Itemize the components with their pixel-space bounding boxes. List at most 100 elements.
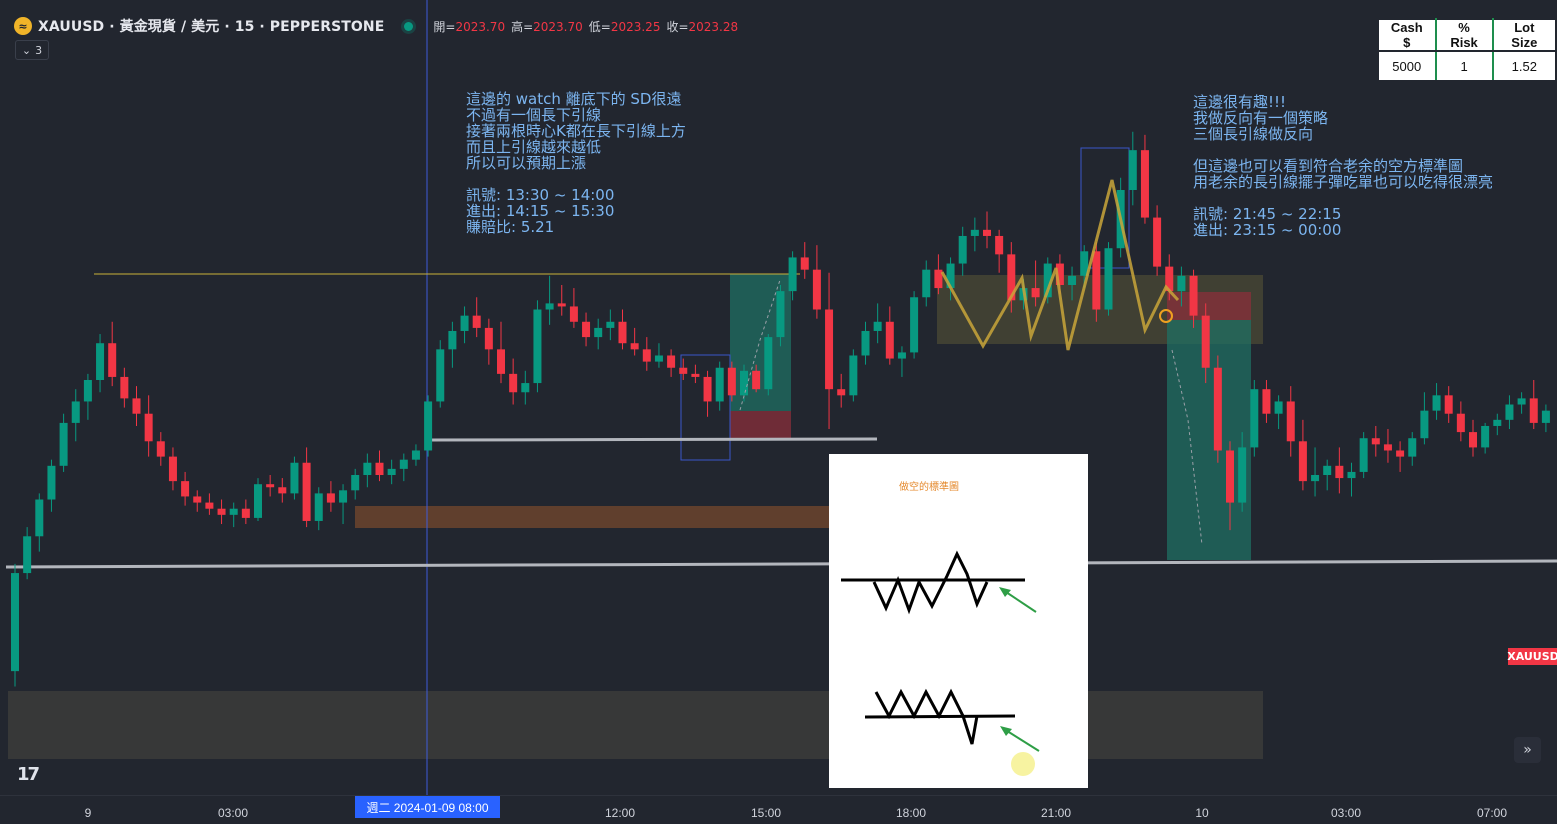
time-tick: 18:00: [895, 806, 927, 820]
time-tick: 12:00: [604, 806, 636, 820]
candle-up: [594, 327, 603, 338]
risk-header-row: Cash $ % Risk Lot Size: [1377, 18, 1557, 52]
candle-up: [1104, 248, 1113, 310]
candle-down: [108, 343, 117, 377]
candle-up: [71, 401, 80, 423]
ohlc-values: 開=2023.70 高=2023.70 低=2023.25 收=2023.28: [433, 18, 738, 35]
candle-up: [436, 349, 445, 402]
open-value: 2023.70: [455, 19, 506, 34]
candle-up: [363, 462, 372, 475]
candle-up: [606, 321, 615, 328]
candle-up: [1068, 275, 1077, 285]
symbol-header: ≈ XAUUSD · 黃金現貨 / 美元 · 15 · PEPPERSTONE …: [14, 16, 738, 36]
candle-down: [326, 493, 335, 503]
candle-up: [1541, 410, 1550, 423]
indicators-toggle[interactable]: ⌄ 3: [15, 40, 49, 60]
entry-marker: [1159, 309, 1173, 323]
candle-down: [132, 398, 141, 414]
candle-down: [752, 370, 761, 390]
candle-down: [1444, 395, 1453, 414]
candle-down: [120, 376, 129, 399]
candle-down: [703, 376, 712, 402]
indicator-count: 3: [35, 43, 43, 57]
risk-value-row: 5000 1 1.52: [1377, 50, 1557, 82]
candle-up: [411, 450, 420, 460]
market-status-icon: [404, 21, 414, 31]
candle-up: [1493, 419, 1502, 426]
candle-up: [1408, 438, 1417, 457]
candle-up: [1250, 389, 1259, 448]
candle-down: [812, 269, 821, 310]
candles-group: [11, 131, 1550, 687]
candle-down: [1529, 398, 1538, 423]
time-tick: 15:00: [750, 806, 782, 820]
candle-up: [873, 321, 882, 331]
candle-down: [934, 269, 943, 289]
scroll-to-realtime-button[interactable]: »: [1514, 737, 1541, 763]
candle-down: [156, 441, 165, 457]
annotation-left: 這邊的 watch 離底下的 SD很遠 不過有一個長下引線 接著兩根時心K都在長…: [466, 90, 686, 236]
candle-up: [448, 330, 457, 350]
high-value: 2023.70: [533, 19, 583, 34]
candle-down: [144, 413, 153, 442]
candle-down: [582, 321, 591, 338]
candle-down: [727, 367, 736, 396]
risk-value: 1: [1434, 50, 1494, 82]
candle-up: [35, 499, 44, 537]
pattern-drawing: [841, 550, 1040, 776]
candle-down: [825, 309, 834, 390]
candle-down: [569, 306, 578, 322]
candle-up: [1432, 395, 1441, 411]
candle-up: [1420, 410, 1429, 439]
candle-down: [630, 343, 639, 350]
candle-up: [740, 370, 748, 396]
candle-up: [351, 475, 360, 491]
candle-up: [254, 484, 262, 518]
short-pattern-title: 做空的標準圖: [899, 482, 959, 493]
candle-down: [375, 462, 384, 475]
candle-up: [1323, 465, 1332, 475]
candle-up: [861, 330, 870, 356]
candle-down: [1165, 266, 1174, 292]
annotation-right: 這邊很有趣!!! 我做反向有一個策略 三個長引線做反向 但這邊也可以看到符合老余…: [1193, 93, 1494, 239]
time-tick: 03:00: [217, 806, 249, 820]
candle-down: [181, 481, 190, 497]
support-line-mid: [426, 437, 878, 442]
candle-down: [472, 315, 481, 328]
candle-up: [96, 343, 105, 380]
candle-up: [424, 401, 433, 451]
candle-down: [302, 462, 311, 521]
candle-down: [1262, 389, 1271, 414]
candle-down: [618, 321, 627, 344]
candle-down: [1140, 150, 1149, 218]
candle-up: [1505, 404, 1514, 420]
candle-down: [1371, 438, 1380, 445]
candle-down: [497, 349, 505, 374]
candle-up: [910, 297, 919, 353]
candle-down: [995, 235, 1004, 255]
candle-down: [217, 508, 226, 515]
candle-up: [460, 315, 469, 331]
candle-down: [266, 484, 275, 488]
candle-down: [800, 257, 809, 270]
candle-up: [1311, 475, 1320, 482]
candle-up: [533, 309, 542, 384]
candle-up: [1080, 251, 1089, 276]
candle-down: [1383, 444, 1392, 451]
time-axis[interactable]: [0, 795, 1557, 824]
candle-up: [545, 303, 554, 310]
long-trade-path: [739, 279, 781, 411]
candle-down: [205, 502, 214, 509]
tradingview-logo-icon[interactable]: 17: [17, 764, 40, 785]
candle-down: [1335, 465, 1344, 479]
double-chevron-right-icon: »: [1523, 742, 1532, 758]
support-line-bottom: [5, 559, 1557, 569]
candle-up: [946, 263, 955, 289]
candle-up: [970, 229, 979, 236]
candle-down: [509, 373, 518, 393]
candle-down: [1226, 450, 1234, 503]
candle-down: [278, 487, 287, 494]
lot-size-header: Lot Size: [1491, 18, 1557, 52]
symbol-title[interactable]: XAUUSD · 黃金現貨 / 美元 · 15 · PEPPERSTONE: [38, 19, 385, 35]
candle-up: [387, 468, 396, 475]
